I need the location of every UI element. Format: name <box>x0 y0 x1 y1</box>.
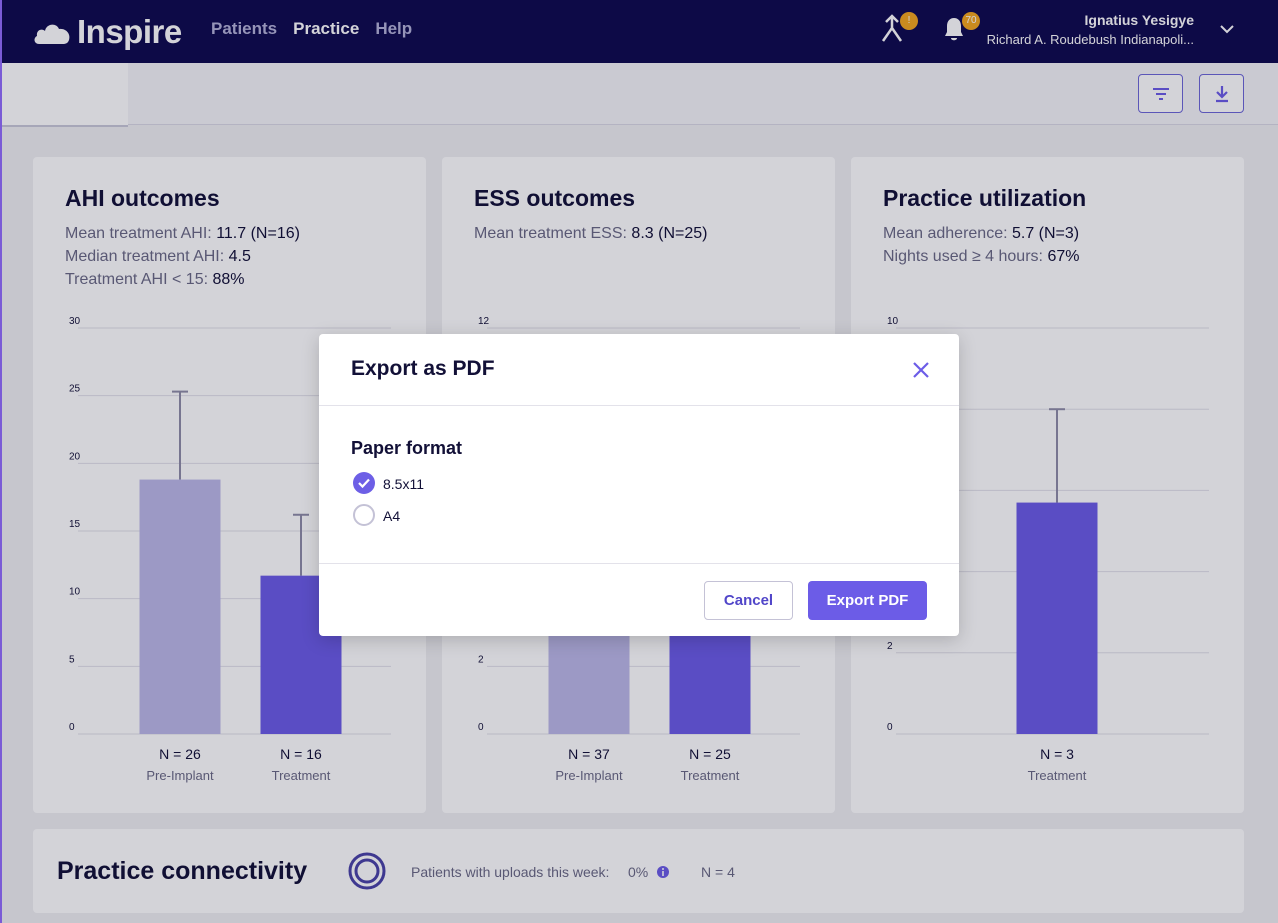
y-tick-label: 2 <box>887 641 893 652</box>
bar <box>139 479 221 734</box>
n-label: N = 25 <box>689 746 731 762</box>
radio-a4[interactable] <box>353 504 375 526</box>
user-location: Richard A. Roudebush Indianapoli... <box>986 32 1194 47</box>
n-label: N = 3 <box>1040 746 1074 762</box>
y-tick-label: 0 <box>69 722 75 733</box>
uploads-label: Patients with uploads this week: <box>411 864 610 880</box>
connectivity-n-label: N = 4 <box>701 864 735 880</box>
stat-line: Nights used ≥ 4 hours: 67% <box>883 248 1080 265</box>
user-info[interactable]: Ignatius Yesigye Richard A. Roudebush In… <box>987 12 1194 47</box>
dialog-body: Paper format 8.5x11 A4 <box>319 406 959 564</box>
ahi-stats: Mean treatment AHI: 11.7 (N=16) Median t… <box>65 222 300 291</box>
paper-format-label: Paper format <box>351 438 463 458</box>
download-icon <box>1215 85 1228 102</box>
x-category-label: Pre-Implant <box>146 768 214 783</box>
card-title: Practice connectivity <box>57 857 308 885</box>
n-label: N = 26 <box>159 746 201 762</box>
chevron-down-icon[interactable] <box>1218 20 1236 38</box>
download-button[interactable] <box>1199 74 1244 113</box>
y-tick-label: 10 <box>887 316 899 327</box>
brand-logo[interactable]: Inspire <box>33 13 182 51</box>
option-a4-label[interactable]: A4 <box>383 508 401 524</box>
integrations-button[interactable]: ! <box>878 12 918 46</box>
radio-letter[interactable] <box>353 472 375 494</box>
nav-patients[interactable]: Patients <box>211 19 278 38</box>
bar <box>548 632 630 734</box>
toolbar <box>0 63 1278 125</box>
y-tick-label: 5 <box>69 654 75 665</box>
brand-name: Inspire <box>77 13 182 50</box>
dialog-header: Export as PDF <box>319 334 959 406</box>
cancel-button[interactable]: Cancel <box>704 581 793 620</box>
stat-line: Median treatment AHI: 4.5 <box>65 248 251 265</box>
stat-line: Mean adherence: 5.7 (N=3) <box>883 225 1080 242</box>
n-label: N = 37 <box>568 746 610 762</box>
notifications-button[interactable]: 70 <box>940 12 980 46</box>
x-category-label: Treatment <box>681 768 740 783</box>
practice-connectivity-card: Practice connectivity Patients with uplo… <box>33 829 1244 913</box>
ess-stats: Mean treatment ESS: 8.3 (N=25) <box>474 222 707 245</box>
uploads-value: 0% <box>628 864 649 880</box>
y-tick-label: 12 <box>478 316 490 327</box>
toolbar-tab[interactable] <box>0 63 128 127</box>
nav-practice[interactable]: Practice <box>293 19 360 38</box>
y-tick-label: 15 <box>69 519 81 530</box>
export-pdf-button[interactable]: Export PDF <box>808 581 927 620</box>
nav-help[interactable]: Help <box>375 19 413 38</box>
checkmark-icon <box>358 478 370 489</box>
x-category-label: Pre-Implant <box>555 768 623 783</box>
n-label: N = 16 <box>280 746 322 762</box>
y-tick-label: 25 <box>69 384 81 395</box>
card-title: ESS outcomes <box>474 185 636 211</box>
notifications-badge: 70 <box>962 12 980 30</box>
stat-line: Treatment AHI < 15: 88% <box>65 271 245 288</box>
stat-line: Mean treatment ESS: 8.3 (N=25) <box>474 225 708 242</box>
connectivity-ring-icon <box>348 852 386 890</box>
util-stats: Mean adherence: 5.7 (N=3) Nights used ≥ … <box>883 222 1079 268</box>
top-navigation-bar: Inspire Patients Practice Help ! 70 Igna… <box>0 0 1278 63</box>
filter-icon <box>1152 87 1169 100</box>
bell-icon <box>945 18 963 41</box>
y-tick-label: 20 <box>69 451 81 462</box>
y-tick-label: 0 <box>887 722 893 733</box>
y-tick-label: 0 <box>478 722 484 733</box>
integrations-badge: ! <box>900 12 918 30</box>
export-pdf-dialog: Export as PDF Paper format 8.5x11 A4 Can… <box>319 334 959 636</box>
y-tick-label: 2 <box>478 654 484 665</box>
cloud-logo-icon <box>34 24 70 44</box>
bar <box>669 632 751 734</box>
card-title: AHI outcomes <box>65 185 220 211</box>
y-tick-label: 10 <box>69 587 81 598</box>
stat-line: Mean treatment AHI: 11.7 (N=16) <box>65 225 300 242</box>
option-letter-label[interactable]: 8.5x11 <box>383 476 424 492</box>
x-category-label: Treatment <box>1028 768 1087 783</box>
dialog-title: Export as PDF <box>351 357 495 380</box>
close-icon[interactable] <box>909 358 933 382</box>
utilization-chart: 0 2 10 N = 3 Treatment <box>887 316 1209 783</box>
user-name: Ignatius Yesigye <box>1084 12 1194 28</box>
main-nav: Patients Practice Help <box>211 19 412 39</box>
info-icon[interactable] <box>656 865 670 879</box>
ess-chart: 0 2 12 N = 37 Pre-Implant N = 25 Treatment <box>478 316 800 783</box>
filter-button[interactable] <box>1138 74 1183 113</box>
x-category-label: Treatment <box>272 768 331 783</box>
merge-arrows-icon <box>881 14 903 42</box>
bar <box>1016 502 1098 734</box>
y-tick-label: 30 <box>69 316 81 327</box>
card-title: Practice utilization <box>883 185 1087 211</box>
